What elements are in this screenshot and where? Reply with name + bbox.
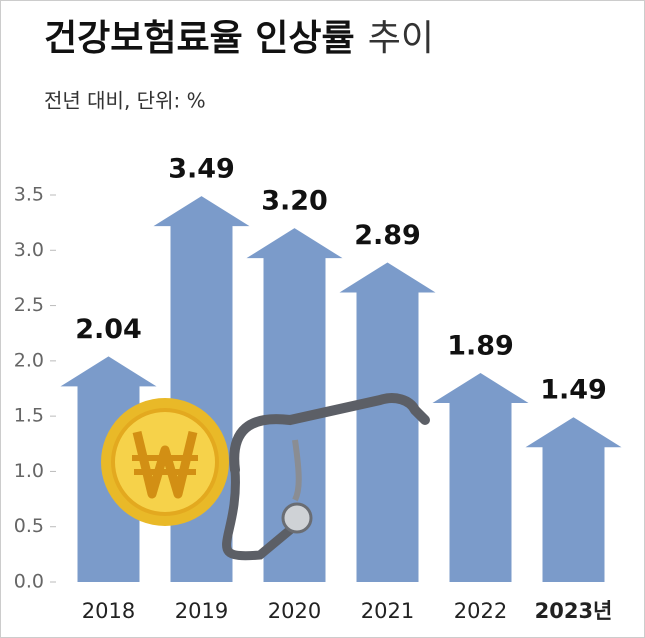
x-tick-label: 2021 [361, 599, 414, 623]
subtitle: 전년 대비, 단위: % [44, 89, 206, 113]
x-tick-label: 2022 [454, 599, 507, 623]
bar [525, 417, 622, 582]
value-label: 2.89 [354, 220, 421, 251]
y-tick-label: 0.0 [14, 571, 44, 593]
value-label: 2.04 [75, 314, 142, 345]
value-label: 3.20 [261, 186, 328, 217]
y-tick-label: 2.0 [14, 349, 44, 371]
y-tick-label: 1.0 [14, 460, 44, 482]
bar [339, 262, 436, 582]
y-tick-label: 3.5 [14, 184, 44, 206]
value-label: 3.49 [168, 154, 235, 185]
value-label: 1.89 [447, 331, 514, 362]
title-suffix: 추이 [368, 18, 434, 59]
bar [246, 228, 343, 582]
y-tick-label: 1.5 [14, 405, 44, 427]
y-tick-label: 3.0 [14, 239, 44, 261]
y-tick-label: 2.5 [14, 294, 44, 316]
y-tick-label: 0.5 [14, 515, 44, 537]
stethoscope-tube [292, 439, 302, 502]
stethoscope-tube [222, 465, 295, 561]
title-main: 건강보험료율 인상률 [44, 18, 355, 59]
stethoscope-head [281, 502, 313, 534]
chart-title: 건강보험료율 인상률 추이 [44, 18, 434, 59]
stethoscope-tube [229, 393, 430, 475]
x-tick-label: 2019 [175, 599, 228, 623]
x-tick-label: 2023년 [535, 599, 613, 623]
decoration [101, 393, 430, 561]
value-label: 1.49 [540, 375, 607, 406]
bar [432, 373, 529, 582]
x-tick-label: 2020 [268, 599, 321, 623]
x-tick-label: 2018 [82, 599, 135, 623]
won-sign [132, 455, 198, 475]
